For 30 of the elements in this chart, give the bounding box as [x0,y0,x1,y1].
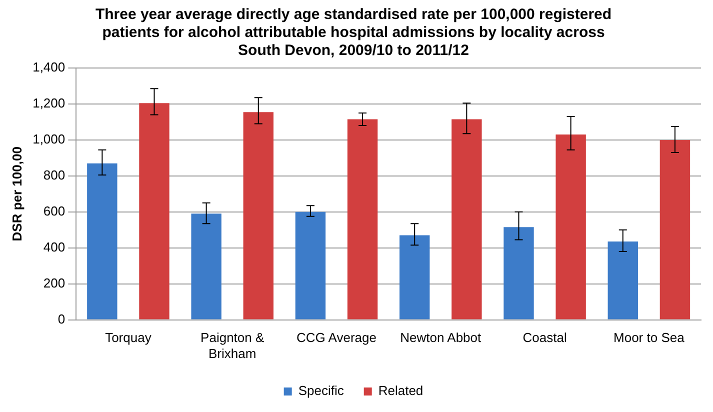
y-tick-label: 600 [43,203,66,218]
y-axis-title: DSR per 100,00 [9,146,24,242]
y-tick-label: 1,400 [32,60,66,75]
x-tick-label: CCG Average [296,330,376,346]
bar [87,163,118,320]
legend-label: Specific [298,383,344,398]
bar [243,112,274,320]
y-tick-label: 1,200 [32,96,66,111]
bar [400,235,430,320]
chart-title: Three year average directly age standardised rate per 100,000 registered patients for alcohol attributable hospital admissions by locality across South Devon, 2009/10 to 2011/12 [95,6,612,60]
y-tick-label: 800 [43,167,66,182]
bar [347,119,378,320]
y-tick-label: 400 [43,239,66,254]
bar [452,119,482,320]
x-tick-label: Newton Abbot [400,330,482,346]
bar [660,140,690,320]
bar [608,242,638,320]
bar [295,212,326,320]
y-tick-label: 1,000 [32,132,66,147]
bar [139,103,170,320]
x-tick-label: Coastal [522,330,567,346]
legend-label: Related [378,383,424,398]
bar [504,227,534,320]
y-tick-label: 200 [43,275,66,290]
y-tick-label: 0 [58,311,66,326]
x-tick-label: Paignton & Brixham [200,330,264,361]
x-tick-label: Torquay [105,330,152,346]
bar [556,134,586,320]
x-tick-label: Moor to Sea [614,330,686,346]
bar [191,214,222,320]
